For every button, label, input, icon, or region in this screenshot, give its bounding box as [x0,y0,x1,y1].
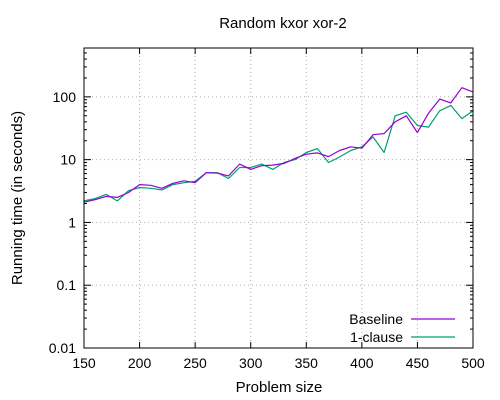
series-line-1-clause [83,104,474,202]
x-tick-label: 200 [128,355,152,371]
plot-frame [83,47,474,349]
series-group [83,87,474,203]
y-tick-label: 10 [60,152,76,168]
y-tick-label: 1 [68,214,76,230]
legend-label-1-clause: 1-clause [350,329,403,345]
x-tick-label: 450 [406,355,430,371]
x-tick-label: 400 [350,355,374,371]
y-axis-label: Running time (in seconds) [9,111,26,285]
axis-ticks: 150 200 250 300 350 400 450 500 0.01 0.1 1 10 100 [49,48,485,371]
x-tick-label: 150 [72,355,96,371]
y-tick-label: 0.1 [57,277,77,293]
grid-lines [84,48,473,348]
y-tick-label: 0.01 [49,340,76,356]
x-tick-label: 350 [295,355,319,371]
x-tick-label: 500 [461,355,485,371]
x-axis-label: Problem size [236,379,323,396]
legend: Baseline 1-clause [349,311,455,345]
x-tick-label: 300 [239,355,263,371]
x-tick-label: 250 [183,355,207,371]
chart-title: Random kxor xor-2 [219,15,347,32]
series-line-baseline [83,87,474,203]
legend-label-baseline: Baseline [349,311,403,327]
y-tick-label: 100 [53,89,77,105]
